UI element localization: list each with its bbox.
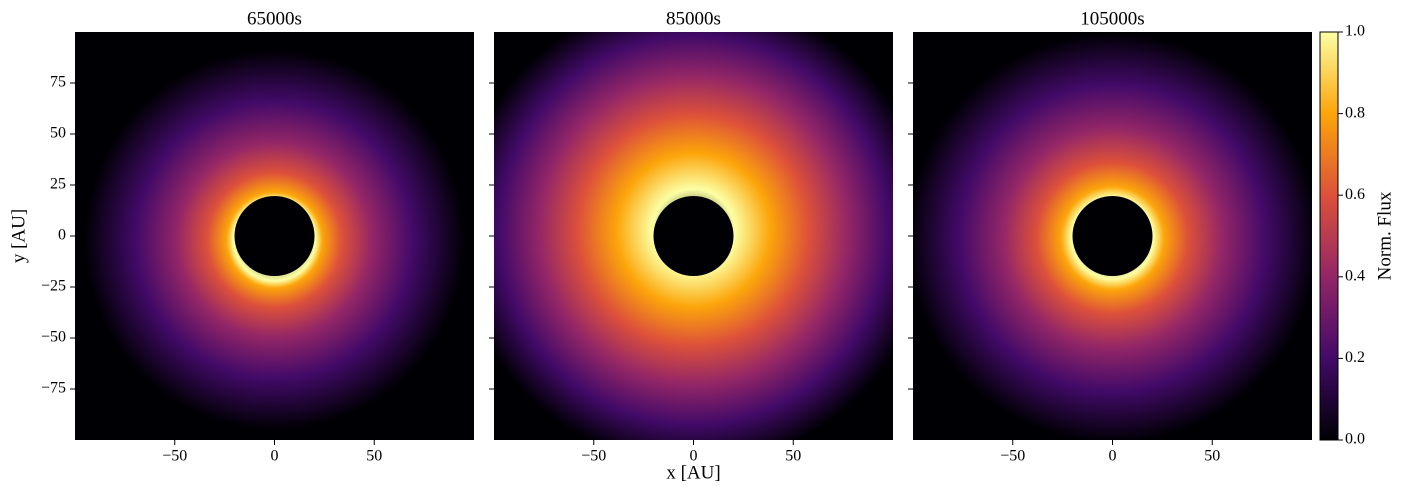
heatmap — [494, 32, 893, 440]
heatmap — [75, 32, 474, 440]
panel-title: 65000s — [247, 8, 302, 29]
x-tick-label: 0 — [690, 448, 698, 465]
colorbar-tick-label: 0.4 — [1345, 267, 1365, 284]
heatmap-hole — [653, 196, 734, 276]
colorbar-tick-label: 0.0 — [1345, 431, 1365, 448]
x-tick-label: −50 — [581, 448, 606, 465]
x-tick-label: 50 — [1204, 448, 1220, 465]
y-tick-label: 0 — [58, 227, 66, 244]
colorbar-tick-label: 1.0 — [1345, 23, 1365, 40]
y-tick-label: −50 — [41, 329, 66, 346]
colorbar — [1319, 31, 1339, 441]
x-tick-label: 0 — [271, 448, 279, 465]
heatmap-hole — [1072, 196, 1153, 276]
x-tick-label: −50 — [162, 448, 187, 465]
colorbar-tick-label: 0.6 — [1345, 186, 1365, 203]
x-tick-label: −50 — [1000, 448, 1025, 465]
y-tick-label: −75 — [41, 380, 66, 397]
y-axis-label: y [AU] — [8, 209, 29, 263]
colorbar-tick-label: 0.2 — [1345, 349, 1365, 366]
x-tick-label: 0 — [1109, 448, 1117, 465]
heatmap-hole — [234, 196, 315, 276]
y-tick-label: 75 — [50, 74, 66, 91]
x-axis-label: x [AU] — [666, 462, 720, 483]
colorbar-tick-label: 0.8 — [1345, 104, 1365, 121]
heatmap — [913, 32, 1312, 440]
x-tick-label: 50 — [366, 448, 382, 465]
panel-title: 105000s — [1080, 8, 1144, 29]
y-tick-label: −25 — [41, 278, 66, 295]
y-tick-label: 50 — [50, 125, 66, 142]
colorbar-label: Norm. Flux — [1374, 191, 1395, 280]
y-tick-label: 25 — [50, 176, 66, 193]
panel-title: 85000s — [666, 8, 721, 29]
x-tick-label: 50 — [785, 448, 801, 465]
